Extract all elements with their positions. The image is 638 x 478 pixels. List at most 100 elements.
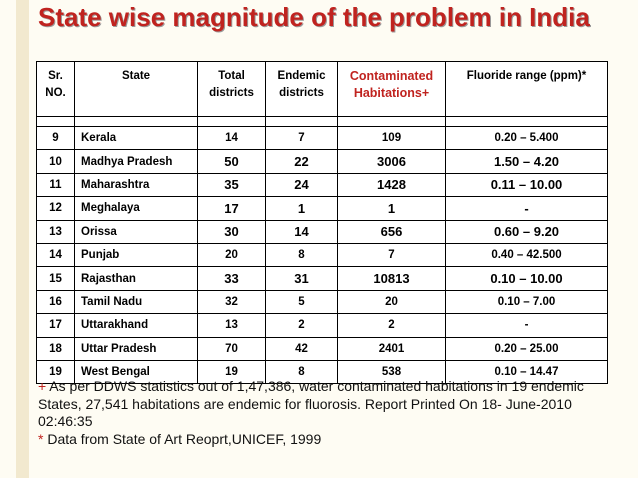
- cell-endemic-districts: 8: [265, 242, 338, 268]
- cell-sr-no: 18: [36, 336, 75, 361]
- cell-contaminated-habitations: 656: [337, 219, 446, 244]
- cell-fluoride-range: -: [445, 196, 608, 221]
- cell-fluoride-range: 0.10 – 7.00: [445, 289, 608, 315]
- cell-state: Kerala: [74, 125, 198, 151]
- cell-contaminated-habitations: 2: [337, 313, 446, 338]
- cell-fluoride-range: -: [445, 313, 608, 338]
- header-total-districts: Total districts: [197, 61, 266, 117]
- cell-state: Orissa: [74, 219, 198, 244]
- table-row: 13 Orissa 30 14 656 0.60 – 9.20: [36, 219, 608, 244]
- cell-contaminated-habitations: 20: [337, 289, 446, 315]
- table-row: 12 Meghalaya 17 1 1-: [36, 196, 608, 221]
- cell-total-districts: 14: [197, 125, 266, 151]
- cell-endemic-districts: 22: [265, 149, 338, 174]
- table-spacer-row: [36, 116, 608, 127]
- cell-fluoride-range: 0.11 – 10.00: [445, 172, 608, 198]
- footnote-star-text: Data from State of Art Reoprt,UNICEF, 19…: [43, 430, 322, 447]
- cell-endemic-districts: 8: [265, 359, 338, 385]
- footnote-star-mark: *: [38, 430, 44, 447]
- table-row: 10 Madhya Pradesh 50 22 3006 1.50 – 4.20: [36, 149, 608, 174]
- cell-total-districts: 30: [197, 219, 266, 244]
- cell-endemic-districts: 24: [265, 172, 338, 198]
- cell-sr-no: 15: [36, 266, 75, 291]
- footnote-plus-text: As per DDWS statistics out of 1,47,386, …: [38, 378, 584, 429]
- cell-total-districts: 17: [197, 196, 266, 221]
- cell-total-districts: 20: [197, 242, 266, 268]
- spacer-cell: [445, 116, 608, 127]
- state-fluorosis-table: Sr. NO. State Total districts Endemic di…: [36, 61, 608, 385]
- table-row: 9 Kerala 14 7 109 0.20 – 5.400: [36, 125, 608, 151]
- cell-endemic-districts: 5: [265, 289, 338, 315]
- cell-fluoride-range: 0.20 – 25.00: [445, 336, 608, 361]
- table-row: 16 Tamil Nadu 32 5 20 0.10 – 7.00: [36, 289, 608, 315]
- cell-fluoride-range: 0.40 – 42.500: [445, 242, 608, 268]
- cell-fluoride-range: 0.10 – 10.00: [445, 266, 608, 291]
- table-row: 17 Uttarakhand 13 2 2-: [36, 313, 608, 338]
- cell-state: Meghalaya: [74, 196, 198, 221]
- cell-sr-no: 16: [36, 289, 75, 315]
- cell-sr-no: 13: [36, 219, 75, 244]
- spacer-cell: [74, 116, 198, 127]
- cell-contaminated-habitations: 10813: [337, 266, 446, 291]
- header-sr-no: Sr. NO.: [36, 61, 75, 117]
- cell-sr-no: 14: [36, 242, 75, 268]
- cell-sr-no: 11: [36, 172, 75, 198]
- cell-total-districts: 70: [197, 336, 266, 361]
- footnotes: + As per DDWS statistics out of 1,47,386…: [38, 378, 618, 448]
- cell-endemic-districts: 7: [265, 125, 338, 151]
- table-body: 9 Kerala 14 7 109 0.20 – 5.400 10 Madhya Prades…: [36, 116, 608, 385]
- cell-sr-no: 17: [36, 313, 75, 338]
- cell-state: Tamil Nadu: [74, 289, 198, 315]
- header-contaminated-habitations: Contaminated Habitations+: [337, 61, 446, 117]
- spacer-cell: [265, 116, 338, 127]
- cell-endemic-districts: 42: [265, 336, 338, 361]
- cell-state: Uttar Pradesh: [74, 336, 198, 361]
- cell-contaminated-habitations: 109: [337, 125, 446, 151]
- spacer-cell: [197, 116, 266, 127]
- cell-contaminated-habitations: 7: [337, 242, 446, 268]
- cell-sr-no: 19: [36, 359, 75, 385]
- cell-fluoride-range: 0.20 – 5.400: [445, 125, 608, 151]
- cell-state: Punjab: [74, 242, 198, 268]
- cell-contaminated-habitations: 1428: [337, 172, 446, 198]
- cell-endemic-districts: 1: [265, 196, 338, 221]
- header-fluoride-range: Fluoride range (ppm)*: [445, 61, 608, 117]
- table-row: 18 Uttar Pradesh 70 42 2401 0.20 – 25.00: [36, 336, 608, 361]
- cell-total-districts: 35: [197, 172, 266, 198]
- cell-total-districts: 33: [197, 266, 266, 291]
- cell-total-districts: 32: [197, 289, 266, 315]
- cell-state: Maharashtra: [74, 172, 198, 198]
- table-header-row: Sr. NO. State Total districts Endemic di…: [36, 61, 608, 117]
- cell-total-districts: 50: [197, 149, 266, 174]
- cell-state: Madhya Pradesh: [74, 149, 198, 174]
- table-row: 19 West Bengal 19 8 538 0.10 – 14.47: [36, 359, 608, 385]
- cell-state: Rajasthan: [74, 266, 198, 291]
- cell-total-districts: 13: [197, 313, 266, 338]
- cell-contaminated-habitations: 1: [337, 196, 446, 221]
- cell-sr-no: 12: [36, 196, 75, 221]
- cell-fluoride-range: 0.60 – 9.20: [445, 219, 608, 244]
- cell-state: West Bengal: [74, 359, 198, 385]
- cell-fluoride-range: 0.10 – 14.47: [445, 359, 608, 385]
- left-margin-bar: [16, 0, 29, 478]
- cell-endemic-districts: 14: [265, 219, 338, 244]
- footnote-plus: + As per DDWS statistics out of 1,47,386…: [38, 378, 618, 431]
- cell-sr-no: 9: [36, 125, 75, 151]
- slide-title: State wise magnitude of the problem in I…: [38, 2, 590, 32]
- table-row: 11 Maharashtra 35 24 1428 0.11 – 10.00: [36, 172, 608, 198]
- cell-contaminated-habitations: 3006: [337, 149, 446, 174]
- spacer-cell: [36, 116, 75, 127]
- cell-state: Uttarakhand: [74, 313, 198, 338]
- spacer-cell: [337, 116, 446, 127]
- cell-endemic-districts: 2: [265, 313, 338, 338]
- header-state: State: [74, 61, 198, 117]
- cell-endemic-districts: 31: [265, 266, 338, 291]
- cell-fluoride-range: 1.50 – 4.20: [445, 149, 608, 174]
- header-endemic-districts: Endemic districts: [265, 61, 338, 117]
- footnote-plus-mark: +: [38, 378, 47, 394]
- cell-sr-no: 10: [36, 149, 75, 174]
- footnote-star: * Data from State of Art Reoprt,UNICEF, …: [38, 431, 618, 449]
- table-row: 15 Rajasthan 33 31 10813 0.10 – 10.00: [36, 266, 608, 291]
- cell-contaminated-habitations: 538: [337, 359, 446, 385]
- table-row: 14 Punjab 20 8 7 0.40 – 42.500: [36, 242, 608, 268]
